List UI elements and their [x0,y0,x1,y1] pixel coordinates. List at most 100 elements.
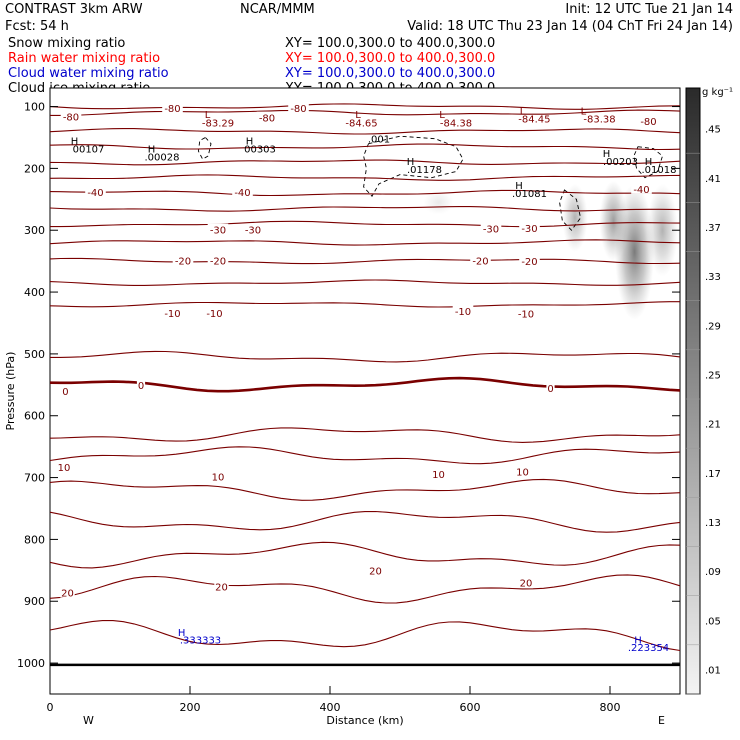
y-tick-label-2: 300 [24,224,45,237]
colorbar-label-2: .09 [705,567,721,578]
extremum-value-5: -84.38 [440,119,472,130]
isotherm--20-10 [49,257,681,265]
extremum-mark-21: H [603,149,611,160]
contour-label-bg-7 [631,182,652,194]
y-tick-label-0: 100 [24,101,45,114]
colorbar: g kg⁻¹ .01 .05 .09 .13 .17 .21 .25 .29 .33 .37 .41… [685,87,733,695]
contour-label-bg-21 [136,378,146,390]
colorbar-label-0: .01 [705,665,721,676]
x-tick-label-3: 600 [460,701,481,714]
contour-label-16: -10 [164,309,180,320]
contour-label-bg-10 [480,222,502,234]
snow-shading [423,180,678,320]
contour-label-bg-15 [519,255,540,267]
contour-label-bg-0 [162,101,183,113]
isotherm--15-11 [49,279,681,286]
contour-label-12: -20 [175,257,191,268]
contour-label-30: 20 [520,579,533,590]
cloud-ice-contour-1 [363,135,464,197]
contour-label-17: -10 [206,309,222,320]
extremum-value-26: .333333 [180,636,221,647]
colorbar-label-7: .29 [705,321,721,332]
field-name-2: Cloud water mixing ratio [8,66,169,81]
contour-label-6: -40 [234,188,250,199]
contour-label-bg-19 [515,307,537,319]
field-xy-0: XY= 100.0,300.0 to 400.0,300.0 [285,36,495,51]
contour-label-bg-30 [518,576,534,588]
extremum-value-9: -83.38 [583,114,615,125]
colorbar-label-8: .33 [705,272,721,283]
contour-label-22: 0 [547,384,553,395]
contour-label-bg-14 [470,254,491,266]
extremum-value-13: .00028 [145,153,180,164]
colorbar-label-11: .45 [705,125,721,136]
contour-label-bg-26 [515,465,530,477]
colorbar-label-10: .41 [705,174,721,185]
field-xy-2: XY= 100.0,300.0 to 400.0,300.0 [285,66,495,81]
extremum-mark-17: H [407,157,415,168]
extremum-mark-12: H [148,145,156,156]
isotherm--45-5 [49,174,681,181]
field-name-1: Rain water mixing ratio [8,51,160,66]
y-tick-label-5: 600 [24,410,45,423]
extremum-mark-8: L [581,106,587,117]
contour-label-bg-9 [242,223,264,235]
snow-blob-0 [423,190,454,215]
contour-label-4: -80 [640,117,656,128]
extremum-value-7: -84.45 [518,114,550,125]
contour-label-18: -10 [455,307,471,318]
extremum-mark-10: H [71,137,79,148]
contour-label-bg-2 [60,110,82,122]
extremum-value-22: .00203 [603,157,638,168]
contour-label-28: 20 [215,582,228,593]
contour-label-bg-6 [232,185,253,197]
y-axis-title: Pressure (hPa) [4,352,17,431]
contour-label-bg-23 [56,461,72,473]
contour-label-5: -40 [87,188,103,199]
contour-label-3: -80 [259,114,275,125]
extremum-value-24: .01018 [642,165,677,176]
x-end-label-east: E [658,714,665,727]
isotherm-3-15 [49,427,681,443]
contour-label-14: -20 [472,257,488,268]
contour-label-21: 0 [138,381,144,392]
contour-label-15: -20 [521,257,537,268]
isotherm-24-21 [49,620,681,652]
colorbar-label-1: .05 [705,616,721,627]
contour-label-bg-17 [204,307,225,319]
extremum-mark-19: H [515,181,523,192]
field-name-0: Snow mixing ratio [8,36,125,51]
extremum-mark-2: L [355,110,361,121]
y-tick-label-9: 1000 [17,657,45,670]
extremum-value-1: -83.29 [202,119,234,130]
x-tick-label-1: 200 [180,701,201,714]
y-tick-label-4: 500 [24,348,45,361]
extremum-value-15: 00303 [244,145,276,156]
colorbar-label-5: .21 [705,420,721,431]
contour-label-bg-22 [546,381,555,393]
contour-label-bg-8 [207,223,229,235]
snow-blob-4 [647,183,678,277]
temperature-contours [49,103,681,652]
isotherm--30-8 [50,220,681,228]
contour-label-0: -80 [164,104,180,115]
extremum-value-3: -84.65 [345,119,377,130]
extremum-value-20: .01081 [512,189,547,200]
x-tick-label-4: 800 [600,701,621,714]
colorbar-label-3: .13 [705,518,721,529]
chart-center: NCAR/MMM [240,2,315,17]
extrema-labels: L-83.29L-84.65L-84.38L-84.45L-83.38H0010… [71,106,677,654]
isotherm--80-0 [49,103,681,110]
contour-label-bg-24 [210,470,226,482]
chart-fcst: Fcst: 54 h [5,19,69,34]
contour-label-23: 10 [58,463,71,474]
chart-title: CONTRAST 3km ARW [5,2,143,17]
contour-label-1: -80 [290,104,306,115]
colorbar-label-9: .37 [705,223,721,234]
x-axis-title: Distance (km) [326,714,403,727]
extremum-value-11: 00107 [73,145,105,156]
contour-label-bg-25 [431,467,446,479]
contour-label-bg-3 [256,111,278,123]
